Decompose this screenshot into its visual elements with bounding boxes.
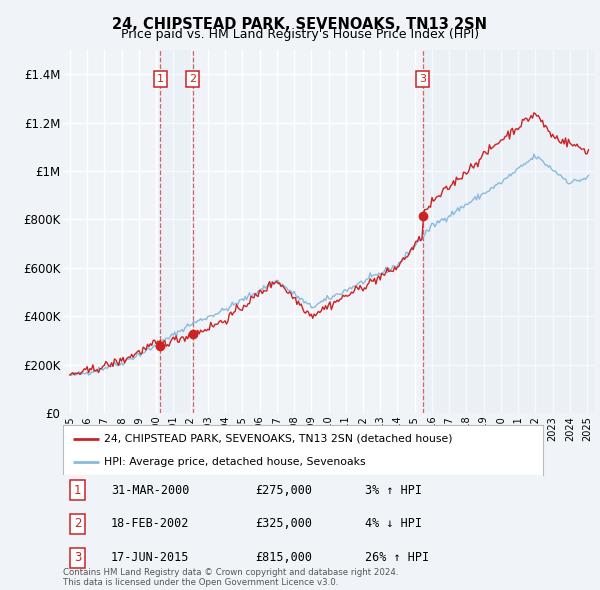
Text: 2: 2 [189,74,196,84]
Text: 3: 3 [74,551,81,564]
Text: 1: 1 [74,484,81,497]
Text: £325,000: £325,000 [255,517,312,530]
Text: £815,000: £815,000 [255,551,312,564]
Text: 24, CHIPSTEAD PARK, SEVENOAKS, TN13 2SN: 24, CHIPSTEAD PARK, SEVENOAKS, TN13 2SN [113,17,487,31]
Text: 4% ↓ HPI: 4% ↓ HPI [365,517,422,530]
Bar [422,50,594,413]
Text: 31-MAR-2000: 31-MAR-2000 [111,484,190,497]
Text: 26% ↑ HPI: 26% ↑ HPI [365,551,430,564]
Text: 17-JUN-2015: 17-JUN-2015 [111,551,190,564]
Text: 2: 2 [74,517,81,530]
Text: 3% ↑ HPI: 3% ↑ HPI [365,484,422,497]
Text: 1: 1 [157,74,164,84]
Text: 3: 3 [419,74,426,84]
Text: 24, CHIPSTEAD PARK, SEVENOAKS, TN13 2SN (detached house): 24, CHIPSTEAD PARK, SEVENOAKS, TN13 2SN … [104,434,452,444]
Text: HPI: Average price, detached house, Sevenoaks: HPI: Average price, detached house, Seve… [104,457,365,467]
Text: Price paid vs. HM Land Registry's House Price Index (HPI): Price paid vs. HM Land Registry's House … [121,28,479,41]
Text: 18-FEB-2002: 18-FEB-2002 [111,517,190,530]
Bar [160,50,193,413]
Text: Contains HM Land Registry data © Crown copyright and database right 2024.
This d: Contains HM Land Registry data © Crown c… [63,568,398,587]
Text: £275,000: £275,000 [255,484,312,497]
